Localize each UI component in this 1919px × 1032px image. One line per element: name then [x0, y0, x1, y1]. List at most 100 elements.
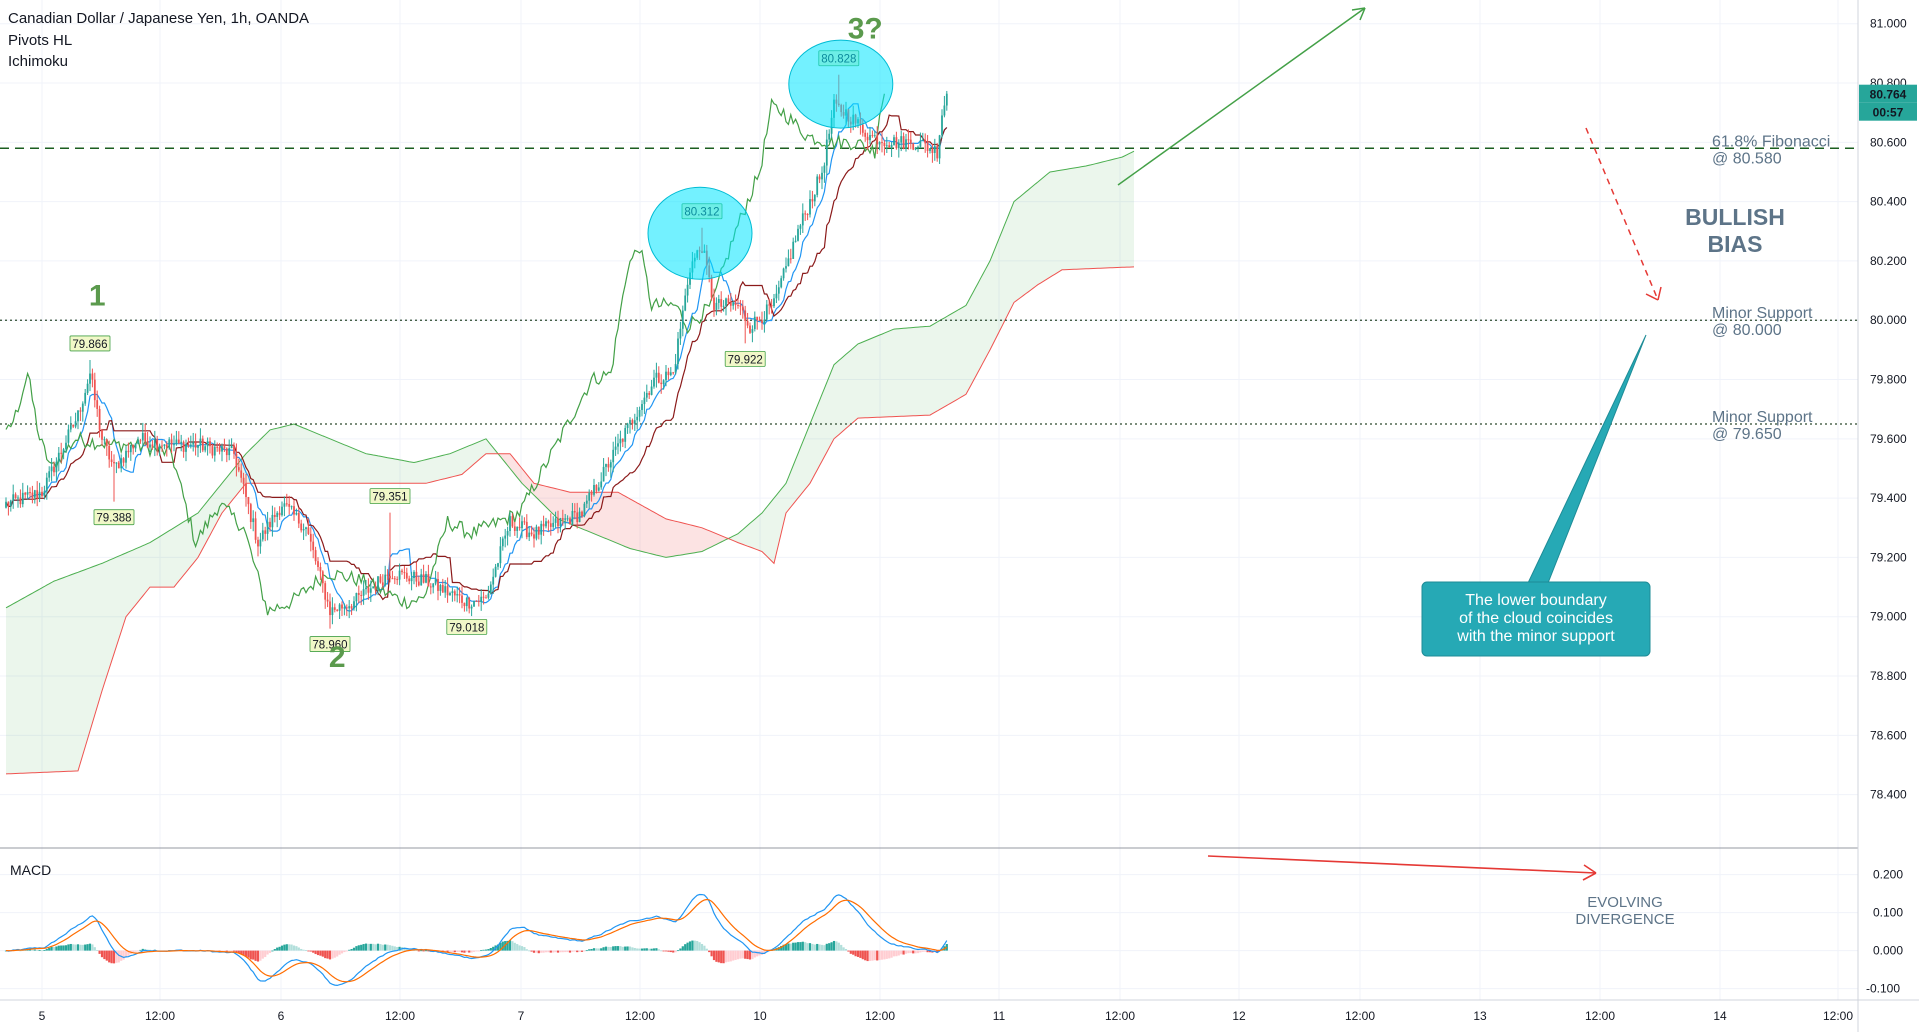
indicator-pivots-label[interactable]: Pivots HL	[8, 32, 73, 49]
candle-body	[497, 563, 499, 567]
macd-histogram-bar	[388, 945, 392, 951]
macd-histogram-bar	[717, 950, 720, 963]
macd-histogram-bar	[650, 948, 653, 951]
candle-body	[710, 277, 713, 298]
macd-histogram-bar	[715, 950, 718, 962]
candle-body	[252, 518, 255, 523]
macd-histogram-bar	[355, 946, 358, 951]
candle-body	[14, 494, 17, 499]
macd-histogram-bar	[76, 944, 80, 951]
candle-body	[921, 139, 924, 141]
candle-body	[583, 503, 586, 517]
candle-body	[885, 145, 888, 147]
macd-histogram-bar	[580, 950, 584, 952]
callout-text: with the minor support	[1456, 628, 1615, 645]
candle-body	[917, 146, 919, 148]
macd-histogram-bar	[554, 950, 557, 953]
candle-body	[33, 490, 36, 498]
candle-body	[557, 518, 559, 527]
macd-histogram-bar	[614, 946, 617, 951]
candle-body	[317, 561, 319, 567]
candle-body	[818, 176, 821, 180]
candle-body	[257, 539, 259, 547]
macd-histogram-bar	[600, 948, 603, 951]
macd-histogram-bar	[566, 950, 569, 953]
candle-body	[468, 597, 471, 609]
macd-histogram-bar	[72, 944, 75, 951]
macd-histogram-bar	[300, 948, 303, 951]
macd-histogram-bar	[732, 950, 735, 961]
candle-body	[650, 386, 653, 395]
candle-body	[876, 135, 879, 145]
macd-histogram-bar	[312, 950, 315, 953]
candle-body	[233, 445, 235, 454]
macd-histogram-bar	[96, 950, 99, 951]
macd-histogram-bar	[146, 949, 149, 951]
candle-body	[24, 492, 27, 495]
macd-histogram-bar	[794, 942, 797, 951]
candle-body	[297, 512, 300, 524]
projection-arrow-head	[1645, 286, 1662, 301]
level-sublabel: @ 80.000	[1712, 322, 1782, 339]
candle-body	[732, 302, 735, 306]
candle-body	[98, 408, 101, 430]
candle-body	[931, 148, 934, 153]
candle-body	[780, 278, 783, 288]
price-tick-label: 80.400	[1870, 195, 1907, 209]
candle-body	[936, 146, 939, 159]
candle-body	[775, 293, 778, 299]
candle-body	[513, 526, 516, 531]
macd-histogram-bar	[319, 950, 322, 956]
candle-body	[655, 372, 658, 378]
candle-body	[465, 597, 468, 607]
candle-body	[379, 576, 382, 583]
macd-histogram-bar	[628, 946, 632, 951]
candle-body	[739, 305, 742, 307]
macd-histogram-bar	[477, 950, 480, 952]
candle-body	[67, 429, 70, 443]
candle-body	[773, 298, 775, 307]
macd-histogram-bar	[897, 950, 900, 956]
ichimoku-cloud	[5, 150, 1135, 775]
macd-histogram-bar	[69, 943, 72, 951]
macd-histogram-bar	[518, 945, 521, 951]
candle-body	[84, 392, 87, 404]
candle-body	[93, 379, 96, 401]
macd-histogram-bar	[112, 950, 116, 964]
macd-histogram-bar	[816, 943, 819, 951]
candle-body	[566, 518, 569, 520]
macd-histogram-bar	[372, 943, 375, 951]
candle-body	[727, 298, 730, 303]
candle-body	[720, 299, 723, 307]
candle-body	[475, 600, 478, 602]
macd-histogram-bar	[729, 950, 732, 962]
time-tick-label: 6	[278, 1009, 285, 1023]
candle-body	[213, 446, 216, 456]
candle-body	[425, 573, 427, 583]
macd-histogram-bar	[472, 950, 476, 952]
candle-body	[473, 600, 475, 607]
macd-histogram-bar	[655, 948, 658, 951]
candle-body	[197, 444, 199, 448]
candle-body	[729, 302, 732, 306]
candle-body	[391, 578, 394, 580]
candle-body	[372, 586, 375, 589]
pivot-label-box	[724, 350, 766, 367]
macd-histogram-bar	[460, 950, 464, 953]
macd-histogram-bar	[314, 950, 317, 955]
candle-body	[110, 459, 113, 463]
candle-body	[331, 607, 334, 616]
candle-body	[552, 522, 555, 527]
macd-histogram-bar	[616, 946, 620, 951]
candle-body	[602, 466, 605, 482]
candle-body	[302, 529, 305, 531]
candle-body	[554, 518, 557, 523]
macd-histogram-bar	[844, 948, 848, 951]
candle-body	[485, 597, 487, 599]
macd-histogram-bar	[583, 950, 586, 952]
macd-histogram-bar	[470, 950, 473, 953]
indicator-ichimoku-label[interactable]: Ichimoku	[8, 53, 69, 70]
macd-histogram-bar	[607, 946, 610, 951]
